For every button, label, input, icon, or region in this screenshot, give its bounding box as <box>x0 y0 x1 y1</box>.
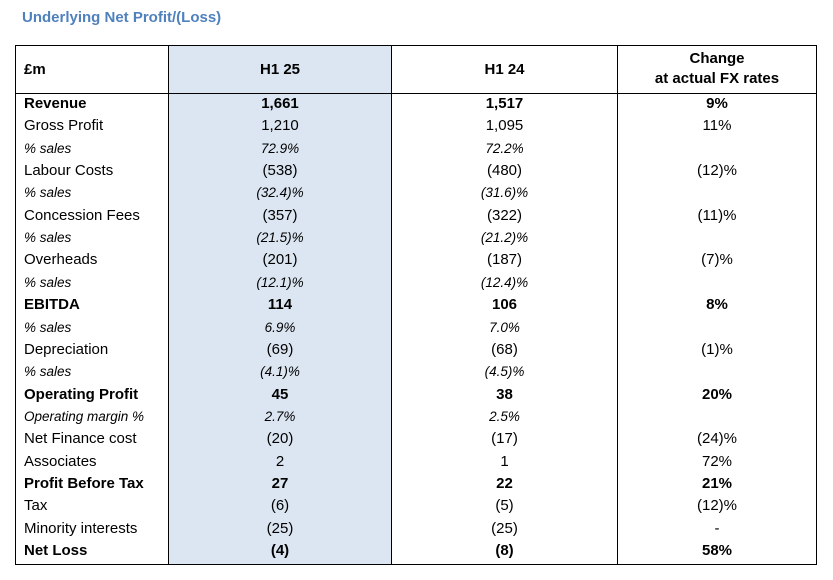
cell: (12)% <box>696 162 737 180</box>
cell: 1,517 <box>485 95 524 112</box>
row-label: Net Loss <box>24 542 88 559</box>
cell: (11)% <box>697 206 737 224</box>
row-label: Profit Before Tax <box>24 474 144 492</box>
cell: 6.9% <box>264 319 296 335</box>
table: £m H1 25 H1 24 Change at actual FX rates Reve… <box>15 45 817 565</box>
cell: (21.2)% <box>480 230 529 246</box>
cell: (4.1)% <box>260 364 300 380</box>
cell: (21.5)% <box>256 230 304 246</box>
cell: (538) <box>262 162 298 180</box>
cell: 72.2% <box>485 140 524 156</box>
header-cell: £m <box>24 61 46 78</box>
row-label: Minority interests <box>24 519 138 537</box>
header-cell: H1 25 <box>259 61 301 78</box>
cell: (1)% <box>701 340 733 358</box>
cell: (12.1)% <box>256 274 304 290</box>
cell: 1,210 <box>261 117 299 135</box>
cell: 114 <box>267 296 293 314</box>
cell: (480) <box>486 162 523 180</box>
row-label: % sales <box>24 364 72 380</box>
cell: (322) <box>486 206 523 224</box>
column-divider <box>617 46 618 564</box>
cell: (6) <box>270 497 290 515</box>
row-label: Tax <box>24 497 48 515</box>
cell: (32.4)% <box>256 185 304 201</box>
cell: 11% <box>702 117 732 135</box>
cell: (25) <box>266 519 294 537</box>
title: Underlying Net Profit/(Loss) <box>22 9 222 26</box>
cell: (5) <box>495 497 514 515</box>
cell: (8) <box>495 542 514 559</box>
cell: (17) <box>491 430 518 448</box>
column-divider <box>391 46 392 564</box>
cell: (68) <box>491 340 518 358</box>
row-label: % sales <box>24 274 72 290</box>
cell: 58% <box>701 542 733 559</box>
highlight-column <box>168 46 391 564</box>
row-label: % sales <box>24 319 72 335</box>
cell: (4) <box>270 542 290 559</box>
row-label: Associates <box>24 452 97 470</box>
cell: (20) <box>266 430 294 448</box>
row-label: Operating margin % <box>24 408 145 424</box>
cell: 1,095 <box>485 117 524 135</box>
header-divider <box>16 93 816 94</box>
cell: 20% <box>701 385 733 403</box>
row-label: % sales <box>24 185 72 201</box>
header-cell: at actual FX rates <box>654 70 780 87</box>
row-label: % sales <box>24 140 72 156</box>
cell: 21% <box>701 474 733 492</box>
cell: 27 <box>271 474 289 492</box>
cell: (25) <box>491 519 518 537</box>
header-cell: H1 24 <box>484 61 525 78</box>
cell: 1,661 <box>261 95 299 112</box>
cell: 7.0% <box>489 319 520 335</box>
cell: 2 <box>275 452 285 470</box>
cell: 106 <box>491 296 518 314</box>
cell: (357) <box>262 206 298 224</box>
row-label: Labour Costs <box>24 162 114 180</box>
row-label: Depreciation <box>24 340 109 358</box>
cell: 8% <box>706 296 728 314</box>
cell: (201) <box>262 251 298 269</box>
cell: 38 <box>496 385 513 403</box>
row-label: EBITDA <box>24 296 80 314</box>
row-label: Gross Profit <box>24 117 104 135</box>
cell: (12.4)% <box>480 274 529 290</box>
cell: 45 <box>271 385 289 403</box>
cell: (4.5)% <box>484 364 525 380</box>
column-divider <box>168 46 169 564</box>
cell: (12)% <box>696 497 737 515</box>
cell: (24)% <box>696 430 737 448</box>
row-label: Revenue <box>24 95 87 112</box>
cell: 22 <box>496 474 513 492</box>
row-label: Concession Fees <box>24 206 140 224</box>
row-label: Net Finance cost <box>24 430 137 448</box>
cell: 72.9% <box>260 140 300 156</box>
cell: (69) <box>266 340 294 358</box>
cell: 1 <box>500 452 509 470</box>
cell: - <box>714 519 720 537</box>
cell: 9% <box>706 95 728 112</box>
cell: 72% <box>701 452 733 470</box>
cell: 2.5% <box>489 408 520 424</box>
row-label: Overheads <box>24 251 98 269</box>
cell: (31.6)% <box>480 185 529 201</box>
header-cell: Change <box>689 50 745 67</box>
cell: (7)% <box>701 251 733 269</box>
cell: (187) <box>486 251 523 269</box>
row-label: % sales <box>24 230 72 246</box>
cell: 2.7% <box>264 408 296 424</box>
row-label: Operating Profit <box>24 385 139 403</box>
